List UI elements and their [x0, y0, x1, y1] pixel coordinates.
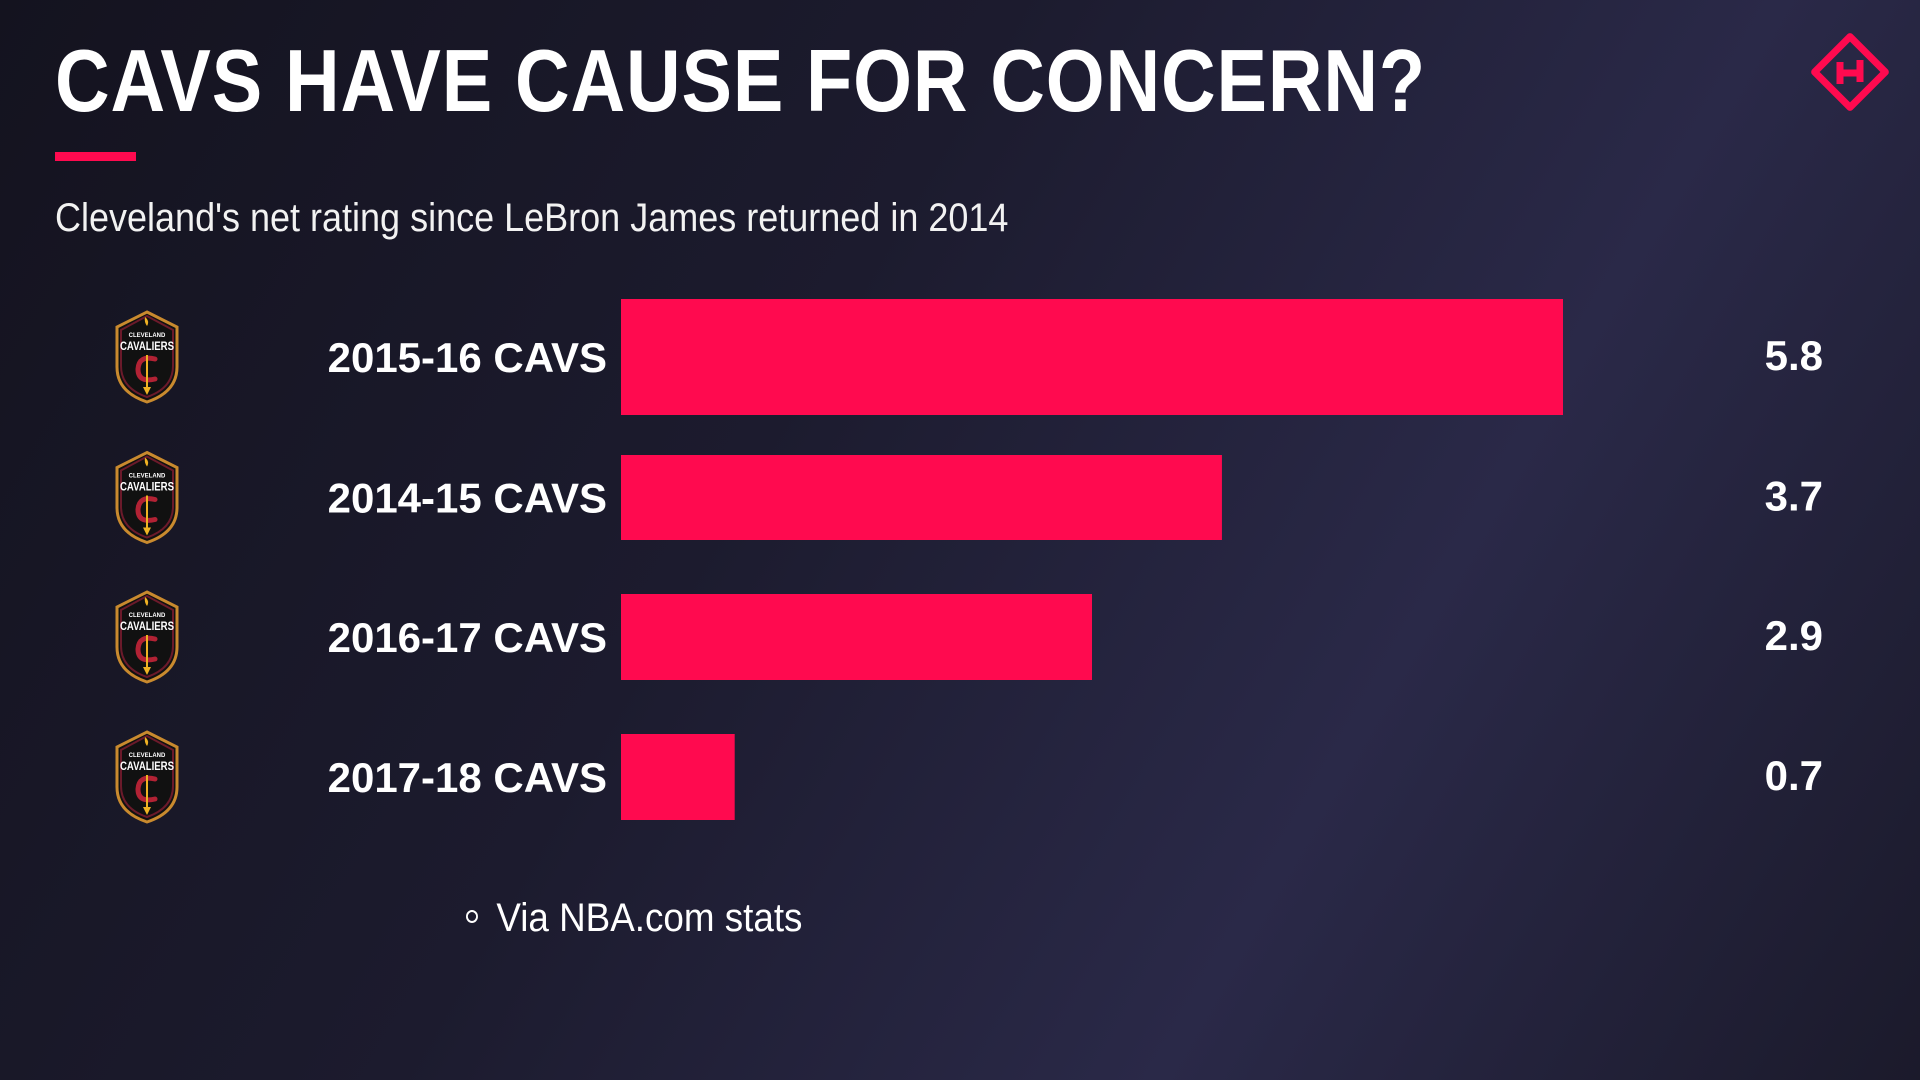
source-note: Via NBA.com stats — [466, 896, 802, 941]
category-labels: 2015-16 CAVS 2014-15 CAVS 2016-17 CAVS 2017… — [328, 334, 607, 801]
value-label: 3.7 — [1765, 473, 1823, 520]
svg-text:CLEVELAND: CLEVELAND — [129, 753, 166, 759]
chart-title: CAVS HAVE CAUSE FOR CONCERN? — [55, 31, 1426, 130]
chart-subtitle: Cleveland's net rating since LeBron Jame… — [55, 196, 1009, 240]
team-logos: CLEVELANDCAVALIERSCLEVELANDCAVALIERSCLEV… — [115, 310, 179, 824]
category-label: 2017-18 CAVS — [328, 754, 607, 801]
category-label: 2014-15 CAVS — [328, 475, 607, 522]
svg-text:CAVALIERS: CAVALIERS — [120, 481, 174, 494]
bullet-icon — [466, 909, 478, 923]
svg-text:CAVALIERS: CAVALIERS — [120, 340, 174, 353]
svg-text:CLEVELAND: CLEVELAND — [129, 613, 166, 619]
bar — [621, 734, 735, 820]
svg-text:CAVALIERS: CAVALIERS — [120, 760, 174, 773]
bar — [621, 299, 1563, 415]
value-label: 2.9 — [1765, 612, 1823, 659]
value-label: 5.8 — [1765, 332, 1823, 379]
svg-text:CLEVELAND: CLEVELAND — [129, 333, 166, 339]
svg-text:CLEVELAND: CLEVELAND — [129, 474, 166, 480]
svg-text:CAVALIERS: CAVALIERS — [120, 620, 174, 633]
bar — [621, 455, 1222, 540]
value-labels: 5.8 3.7 2.9 0.7 — [1765, 332, 1823, 799]
value-label: 0.7 — [1765, 752, 1823, 799]
title-accent-rule — [55, 152, 136, 161]
bar — [621, 594, 1092, 680]
category-label: 2016-17 CAVS — [328, 614, 607, 661]
bars — [621, 299, 1563, 820]
source-text: Via NBA.com stats — [496, 896, 803, 940]
category-label: 2015-16 CAVS — [328, 334, 607, 381]
sporting-news-logo-icon — [1811, 33, 1889, 111]
